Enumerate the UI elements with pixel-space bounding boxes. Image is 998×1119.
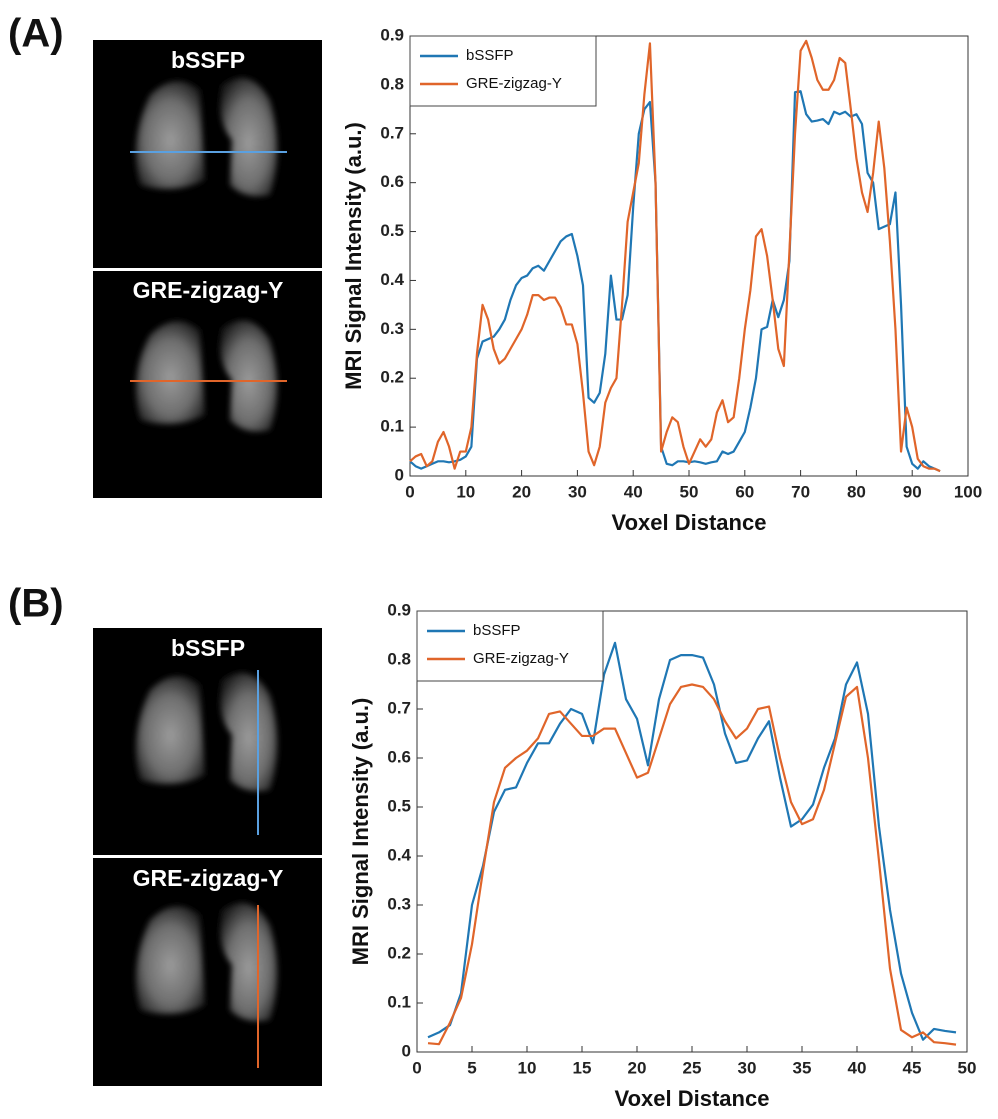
y-tick-label: 0.7 bbox=[387, 698, 411, 717]
mri-image: bSSFP bbox=[93, 628, 322, 855]
y-tick-label: 0.1 bbox=[387, 992, 411, 1011]
x-tick-label: 70 bbox=[791, 482, 810, 501]
x-tick-label: 5 bbox=[467, 1058, 476, 1077]
x-tick-label: 100 bbox=[954, 482, 982, 501]
panel-label: (B) bbox=[8, 582, 64, 626]
x-tick-label: 30 bbox=[738, 1058, 757, 1077]
x-tick-label: 35 bbox=[793, 1058, 812, 1077]
x-tick-label: 25 bbox=[683, 1058, 702, 1077]
x-tick-label: 50 bbox=[958, 1058, 977, 1077]
x-tick-label: 40 bbox=[848, 1058, 867, 1077]
legend-label: GRE-zigzag-Y bbox=[473, 650, 569, 667]
y-tick-label: 0.8 bbox=[380, 74, 404, 93]
legend-label: bSSFP bbox=[466, 47, 514, 64]
y-tick-label: 0.7 bbox=[380, 123, 404, 142]
x-tick-label: 10 bbox=[456, 482, 475, 501]
y-tick-label: 0.3 bbox=[387, 894, 411, 913]
y-tick-label: 0.3 bbox=[380, 319, 404, 338]
y-tick-label: 0.4 bbox=[387, 845, 411, 864]
y-tick-label: 0.9 bbox=[380, 25, 404, 44]
y-tick-label: 0.1 bbox=[380, 417, 404, 436]
image-label: bSSFP bbox=[171, 47, 245, 73]
mri-image: GRE-zigzag-Y bbox=[93, 858, 322, 1086]
y-tick-label: 0.5 bbox=[387, 796, 411, 815]
x-tick-label: 0 bbox=[405, 482, 414, 501]
x-tick-label: 50 bbox=[680, 482, 699, 501]
panel-label: (A) bbox=[8, 12, 64, 56]
y-tick-label: 0 bbox=[402, 1041, 411, 1060]
x-tick-label: 30 bbox=[568, 482, 587, 501]
x-tick-label: 60 bbox=[735, 482, 754, 501]
y-tick-label: 0.2 bbox=[380, 368, 404, 387]
y-tick-label: 0 bbox=[395, 465, 404, 484]
x-tick-label: 15 bbox=[573, 1058, 592, 1077]
y-tick-label: 0.9 bbox=[387, 600, 411, 619]
x-tick-label: 20 bbox=[628, 1058, 647, 1077]
x-tick-label: 20 bbox=[512, 482, 531, 501]
mri-image: GRE-zigzag-Y bbox=[93, 271, 322, 498]
x-axis-title: Voxel Distance bbox=[612, 510, 767, 535]
y-tick-label: 0.5 bbox=[380, 221, 404, 240]
mri-image: bSSFP bbox=[93, 40, 322, 268]
y-axis-title: MRI Signal Intensity (a.u.) bbox=[341, 122, 366, 390]
y-tick-label: 0.8 bbox=[387, 649, 411, 668]
x-tick-label: 45 bbox=[903, 1058, 922, 1077]
x-tick-label: 40 bbox=[624, 482, 643, 501]
y-tick-label: 0.4 bbox=[380, 270, 404, 289]
y-tick-label: 0.2 bbox=[387, 943, 411, 962]
image-label: GRE-zigzag-Y bbox=[133, 277, 284, 303]
image-label: GRE-zigzag-Y bbox=[133, 865, 284, 891]
x-axis-title: Voxel Distance bbox=[615, 1086, 770, 1111]
x-tick-label: 90 bbox=[903, 482, 922, 501]
y-tick-label: 0.6 bbox=[380, 172, 404, 191]
y-axis-title: MRI Signal Intensity (a.u.) bbox=[348, 698, 373, 966]
x-tick-label: 0 bbox=[412, 1058, 421, 1077]
image-label: bSSFP bbox=[171, 635, 245, 661]
x-tick-label: 10 bbox=[518, 1058, 537, 1077]
figure: (A) (B) bSSFP GRE-zigzag-Y bSSFP GRE-zig… bbox=[0, 0, 998, 1119]
y-tick-label: 0.6 bbox=[387, 747, 411, 766]
legend-label: GRE-zigzag-Y bbox=[466, 75, 562, 92]
x-tick-label: 80 bbox=[847, 482, 866, 501]
legend-label: bSSFP bbox=[473, 622, 521, 639]
